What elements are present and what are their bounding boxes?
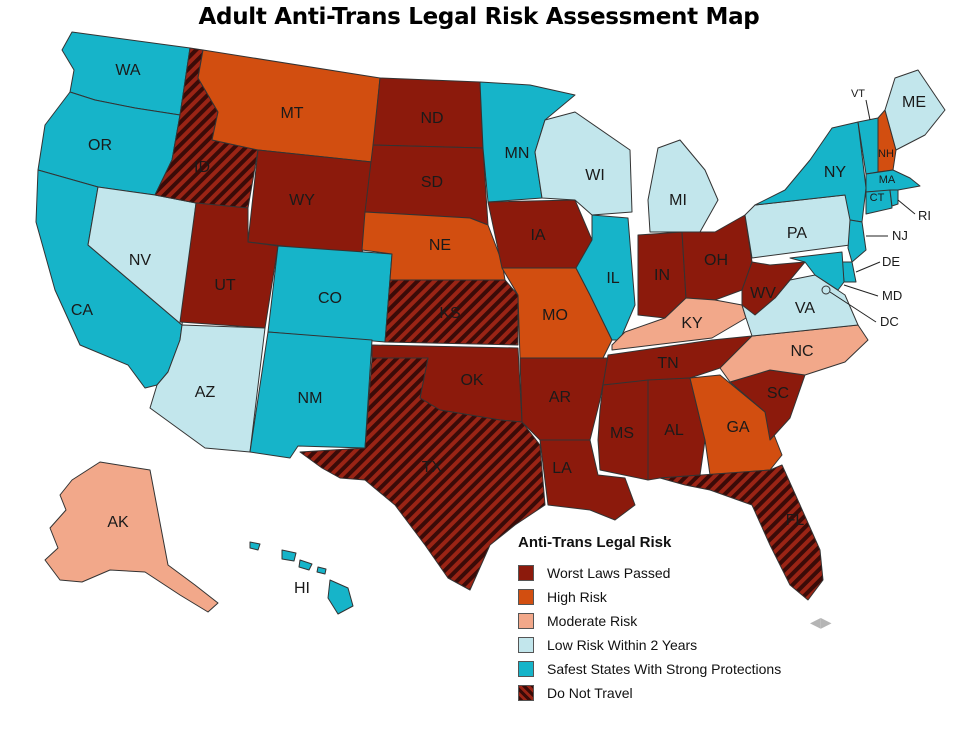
- state-KY: [611, 297, 747, 351]
- label-HI: HI: [294, 580, 310, 597]
- state-NH: [877, 109, 897, 173]
- state-WV: [741, 261, 806, 316]
- label-NC: NC: [790, 343, 813, 360]
- label-TX: TX: [422, 459, 443, 476]
- leader-lines: [829, 99, 916, 323]
- legend-label-low: Low Risk Within 2 Years: [547, 637, 698, 653]
- label-WY: WY: [289, 192, 315, 209]
- compare-slider-handle-icon[interactable]: ◀▶: [810, 614, 832, 630]
- label-RI: RI: [918, 208, 931, 223]
- state-TX: [299, 357, 546, 591]
- label-TN: TN: [657, 355, 678, 372]
- label-AL: AL: [664, 422, 684, 439]
- label-DC: DC: [880, 314, 899, 329]
- label-CT: CT: [870, 192, 885, 204]
- state-FL: [659, 464, 824, 601]
- map-title: Adult Anti-Trans Legal Risk Assessment M…: [198, 4, 760, 30]
- state-NY: [754, 121, 867, 223]
- label-MN: MN: [505, 145, 530, 162]
- legend-item-moderate: Moderate Risk: [518, 609, 818, 633]
- label-OH: OH: [704, 252, 728, 269]
- state-GA: [689, 374, 783, 476]
- label-CA: CA: [71, 302, 94, 319]
- label-MS: MS: [610, 425, 634, 442]
- label-IL: IL: [606, 270, 619, 287]
- label-SD: SD: [421, 174, 443, 191]
- label-AZ: AZ: [195, 384, 216, 401]
- state-HI: [249, 541, 354, 615]
- label-LA: LA: [552, 460, 572, 477]
- label-MI: MI: [669, 192, 687, 209]
- legend-item-donottravel: Do Not Travel: [518, 681, 818, 705]
- label-GA: GA: [726, 419, 749, 436]
- label-MD: MD: [882, 288, 902, 303]
- legend-label-moderate: Moderate Risk: [547, 613, 638, 629]
- label-MA: MA: [879, 174, 896, 186]
- label-IA: IA: [530, 227, 545, 244]
- state-RI: [889, 189, 899, 207]
- label-ND: ND: [420, 110, 443, 127]
- state-DC: [821, 285, 831, 295]
- state-NJ: [847, 219, 867, 263]
- state-IL: [575, 214, 636, 341]
- legend-swatch-moderate: [518, 613, 534, 629]
- label-CO: CO: [318, 290, 342, 307]
- label-WI: WI: [585, 167, 605, 184]
- label-KY: KY: [681, 315, 703, 332]
- label-NH: NH: [878, 148, 894, 160]
- label-OR: OR: [88, 137, 112, 154]
- state-LA: [539, 439, 636, 521]
- legend-swatch-high: [518, 589, 534, 605]
- legend-label-safest: Safest States With Strong Protections: [547, 661, 782, 677]
- label-AR: AR: [549, 389, 571, 406]
- label-ME: ME: [902, 94, 926, 111]
- legend-swatch-worst: [518, 565, 534, 581]
- legend-title: Anti-Trans Legal Risk: [518, 534, 672, 551]
- state-NM: [249, 331, 373, 459]
- label-VT: VT: [851, 88, 865, 100]
- legend-item-safest: Safest States With Strong Protections: [518, 657, 818, 681]
- legend-swatch-safest: [518, 661, 534, 677]
- label-WV: WV: [750, 285, 776, 302]
- state-CT: [865, 189, 893, 215]
- label-ID: ID: [194, 159, 210, 176]
- legend-item-low: Low Risk Within 2 Years: [518, 633, 818, 657]
- label-MO: MO: [542, 307, 568, 324]
- label-NY: NY: [824, 164, 847, 181]
- label-NM: NM: [298, 390, 323, 407]
- label-NE: NE: [429, 237, 451, 254]
- label-AK: AK: [107, 514, 129, 531]
- label-SC: SC: [767, 385, 789, 402]
- state-AK: [44, 461, 219, 613]
- legend-label-donottravel: Do Not Travel: [547, 685, 633, 701]
- legend-label-high: High Risk: [547, 589, 607, 605]
- state-MD: [789, 251, 845, 291]
- legend-label-worst: Worst Laws Passed: [547, 565, 671, 581]
- label-FL: FL: [786, 512, 805, 529]
- label-IN: IN: [654, 267, 670, 284]
- label-OK: OK: [460, 372, 483, 389]
- label-WA: WA: [115, 62, 141, 79]
- label-PA: PA: [787, 225, 807, 242]
- label-KS: KS: [439, 305, 460, 322]
- state-AZ: [149, 324, 266, 453]
- state-KS: [384, 279, 519, 346]
- label-DE: DE: [882, 254, 900, 269]
- label-MT: MT: [280, 105, 303, 122]
- label-NJ: NJ: [892, 228, 908, 243]
- legend-item-worst: Worst Laws Passed: [518, 561, 818, 585]
- state-MI: [647, 139, 719, 233]
- legend-swatch-donottravel: [518, 685, 534, 701]
- label-UT: UT: [214, 277, 236, 294]
- legend-swatch-low: [518, 637, 534, 653]
- state-ME: [884, 69, 946, 151]
- label-VA: VA: [795, 300, 815, 317]
- legend: Anti-Trans Legal Risk Worst Laws Passed …: [518, 534, 818, 705]
- state-WI: [534, 111, 633, 216]
- legend-item-high: High Risk: [518, 585, 818, 609]
- label-NV: NV: [129, 252, 152, 269]
